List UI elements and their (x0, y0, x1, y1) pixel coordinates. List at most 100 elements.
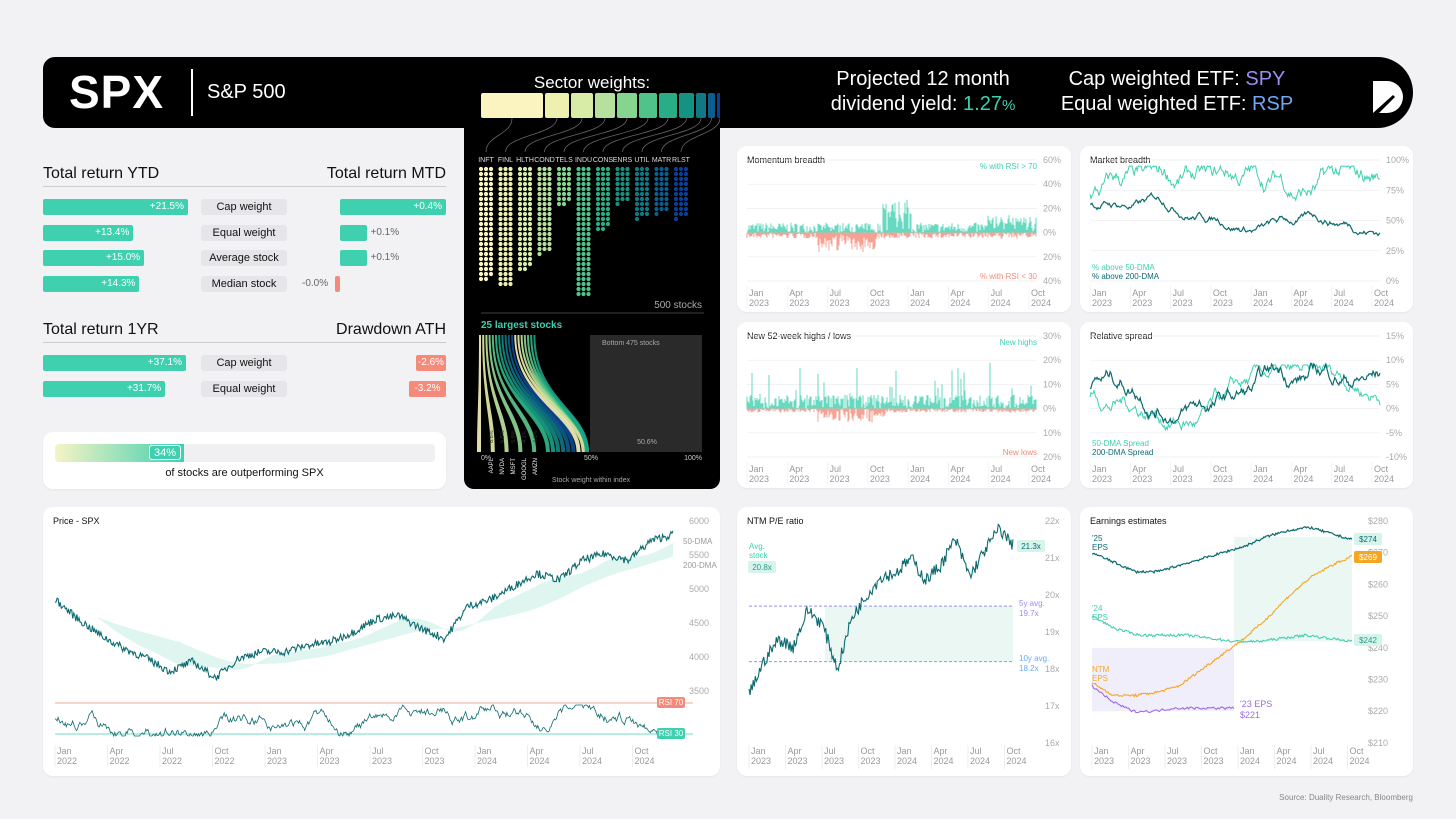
sector-dot (508, 166, 513, 172)
weight-flow (477, 335, 481, 452)
yr-title: Total return 1YR (43, 321, 159, 338)
sector-dot (561, 196, 567, 202)
sector-dot (581, 226, 586, 232)
sector-dot (503, 166, 508, 172)
avg5-label: 5y avg. (1019, 599, 1045, 608)
dividend-yield: Projected 12 month dividend yield: 1.27% (773, 67, 1073, 118)
x-tick-year: 2023 (751, 756, 771, 766)
sector-dot (605, 221, 611, 227)
price-chart: 600055005000450040003500Jan2022Apr2022Ju… (54, 516, 717, 767)
sector-dot (625, 186, 630, 192)
sector-dot (542, 171, 547, 177)
y-tick: 21x (1045, 553, 1060, 563)
sector-dot (581, 221, 586, 227)
sector-dot (522, 251, 528, 257)
v24-tag (1354, 634, 1382, 646)
weight-flow (495, 335, 550, 452)
sector-dot (542, 241, 547, 247)
x-tick-year: 2024 (1334, 474, 1354, 484)
sector-dot (508, 191, 513, 197)
sector-dot (586, 256, 591, 262)
sector-dot (595, 206, 601, 212)
sector-dot (527, 221, 533, 227)
sector-connector (602, 117, 669, 153)
sector-dot (522, 246, 528, 252)
sector-dot (586, 251, 591, 257)
sector-dot (615, 181, 620, 187)
sector-dot (576, 171, 581, 177)
sector-dot (634, 211, 640, 217)
series-50dma-spread (1089, 363, 1381, 432)
x-tick: Jan (1253, 288, 1268, 298)
sector-label: UTIL (634, 157, 649, 164)
sector-dot (542, 191, 547, 197)
x-tick: Apr (1132, 288, 1146, 298)
x-tick-year: 2024 (910, 298, 930, 308)
ytd-title: Total return YTD (43, 165, 160, 182)
eps25-label: '25 (1092, 534, 1103, 543)
y-tick: 20% (1043, 452, 1061, 462)
x-tick-year: 2023 (749, 474, 769, 484)
sector-dot (503, 186, 508, 192)
sector-dot (654, 166, 659, 172)
sector-dot (595, 181, 601, 187)
x-tick-year: 2023 (1167, 756, 1187, 766)
sector-dot (576, 266, 581, 272)
sector-dot (503, 261, 508, 267)
y-tick: $260 (1368, 579, 1388, 589)
sector-dot (605, 171, 611, 177)
sector-dot (561, 201, 567, 207)
sector-dot (678, 196, 684, 202)
sector-dot (586, 166, 591, 172)
sector-dot (488, 186, 494, 192)
highs-card: New 52-week highs / lows 30% 20% 10% 0% 10% 2… (737, 322, 1071, 488)
sector-dot (547, 241, 552, 247)
sector-dot (639, 191, 645, 197)
sector-dot (498, 281, 503, 287)
y-tick: $210 (1368, 738, 1388, 748)
sector-dot (478, 241, 484, 247)
sector-dot (586, 171, 591, 177)
sector-dot (634, 191, 640, 197)
sector-dot (527, 176, 533, 182)
x-tick-year: 2024 (1313, 756, 1333, 766)
sector-dot (483, 231, 489, 237)
sector-dot (503, 211, 508, 217)
sector-dot (605, 181, 611, 187)
sector-dot (664, 181, 669, 187)
sector-dot (576, 236, 581, 242)
sector-dot (537, 221, 542, 227)
sector-dot (522, 211, 528, 217)
sector-dot (488, 236, 494, 242)
x-tick: Apr (110, 746, 124, 756)
sector-dot (483, 181, 489, 187)
sector-dot (644, 171, 650, 177)
sector-dot (600, 226, 606, 232)
sector-dot (586, 276, 591, 282)
sector-dot (605, 186, 611, 192)
sector-dot (522, 226, 528, 232)
weight-flow (491, 335, 537, 452)
sector-dot (547, 206, 552, 212)
sector-label: INFT (478, 157, 494, 164)
header-bar: SPX S&P 500 Projected 12 month dividend … (43, 57, 1413, 128)
sector-dot (488, 206, 494, 212)
sector-dot (625, 166, 630, 172)
sector-dot (600, 211, 606, 217)
sector-dot (586, 266, 591, 272)
sector-dot (561, 186, 567, 192)
sector-dot (561, 171, 567, 177)
x-tick: Jan (1253, 464, 1268, 474)
weight-flow (504, 335, 566, 452)
sector-dot (517, 256, 523, 262)
sector-weight-block (595, 93, 615, 118)
sector-dot (576, 286, 581, 292)
x-tick: Oct (215, 746, 230, 756)
sector-dot (483, 246, 489, 252)
sector-dot (678, 211, 684, 217)
sector-dot (478, 231, 484, 237)
sector-dot (586, 221, 591, 227)
sector-dot (547, 216, 552, 222)
ytd-bar: +13.4% (43, 224, 134, 241)
y-tick: 16x (1045, 738, 1060, 748)
